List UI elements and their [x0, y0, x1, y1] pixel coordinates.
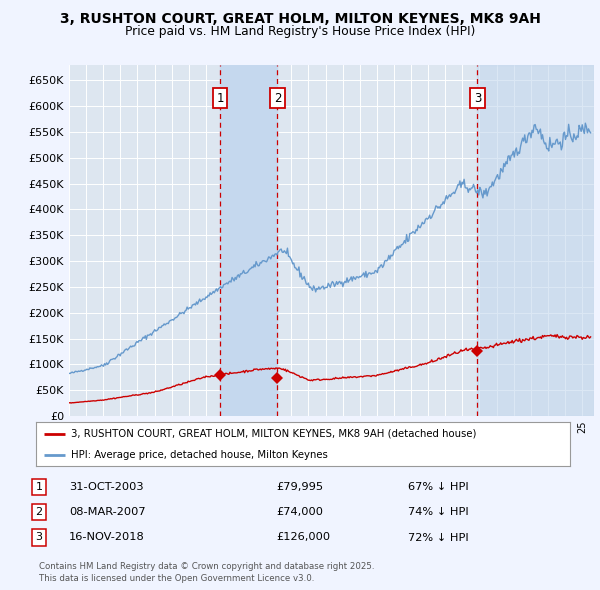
Bar: [478, 65, 594, 416]
Text: 16-NOV-2018: 16-NOV-2018: [69, 533, 145, 542]
Text: 31-OCT-2003: 31-OCT-2003: [69, 482, 143, 491]
Text: 1: 1: [216, 92, 224, 105]
Text: Price paid vs. HM Land Registry's House Price Index (HPI): Price paid vs. HM Land Registry's House …: [125, 25, 475, 38]
Text: 1: 1: [35, 482, 43, 491]
Text: 72% ↓ HPI: 72% ↓ HPI: [408, 533, 469, 542]
Text: HPI: Average price, detached house, Milton Keynes: HPI: Average price, detached house, Milt…: [71, 450, 328, 460]
Text: £79,995: £79,995: [276, 482, 323, 491]
Text: 74% ↓ HPI: 74% ↓ HPI: [408, 507, 469, 517]
Text: 2: 2: [274, 92, 281, 105]
Text: 08-MAR-2007: 08-MAR-2007: [69, 507, 146, 517]
Text: 67% ↓ HPI: 67% ↓ HPI: [408, 482, 469, 491]
Text: 3: 3: [35, 533, 43, 542]
Text: 3, RUSHTON COURT, GREAT HOLM, MILTON KEYNES, MK8 9AH: 3, RUSHTON COURT, GREAT HOLM, MILTON KEY…: [59, 12, 541, 26]
Text: £74,000: £74,000: [276, 507, 323, 517]
Bar: [220, 65, 277, 416]
Text: 3, RUSHTON COURT, GREAT HOLM, MILTON KEYNES, MK8 9AH (detached house): 3, RUSHTON COURT, GREAT HOLM, MILTON KEY…: [71, 429, 476, 439]
Text: £126,000: £126,000: [276, 533, 330, 542]
Text: 2: 2: [35, 507, 43, 517]
Text: 3: 3: [473, 92, 481, 105]
Text: Contains HM Land Registry data © Crown copyright and database right 2025.
This d: Contains HM Land Registry data © Crown c…: [39, 562, 374, 583]
